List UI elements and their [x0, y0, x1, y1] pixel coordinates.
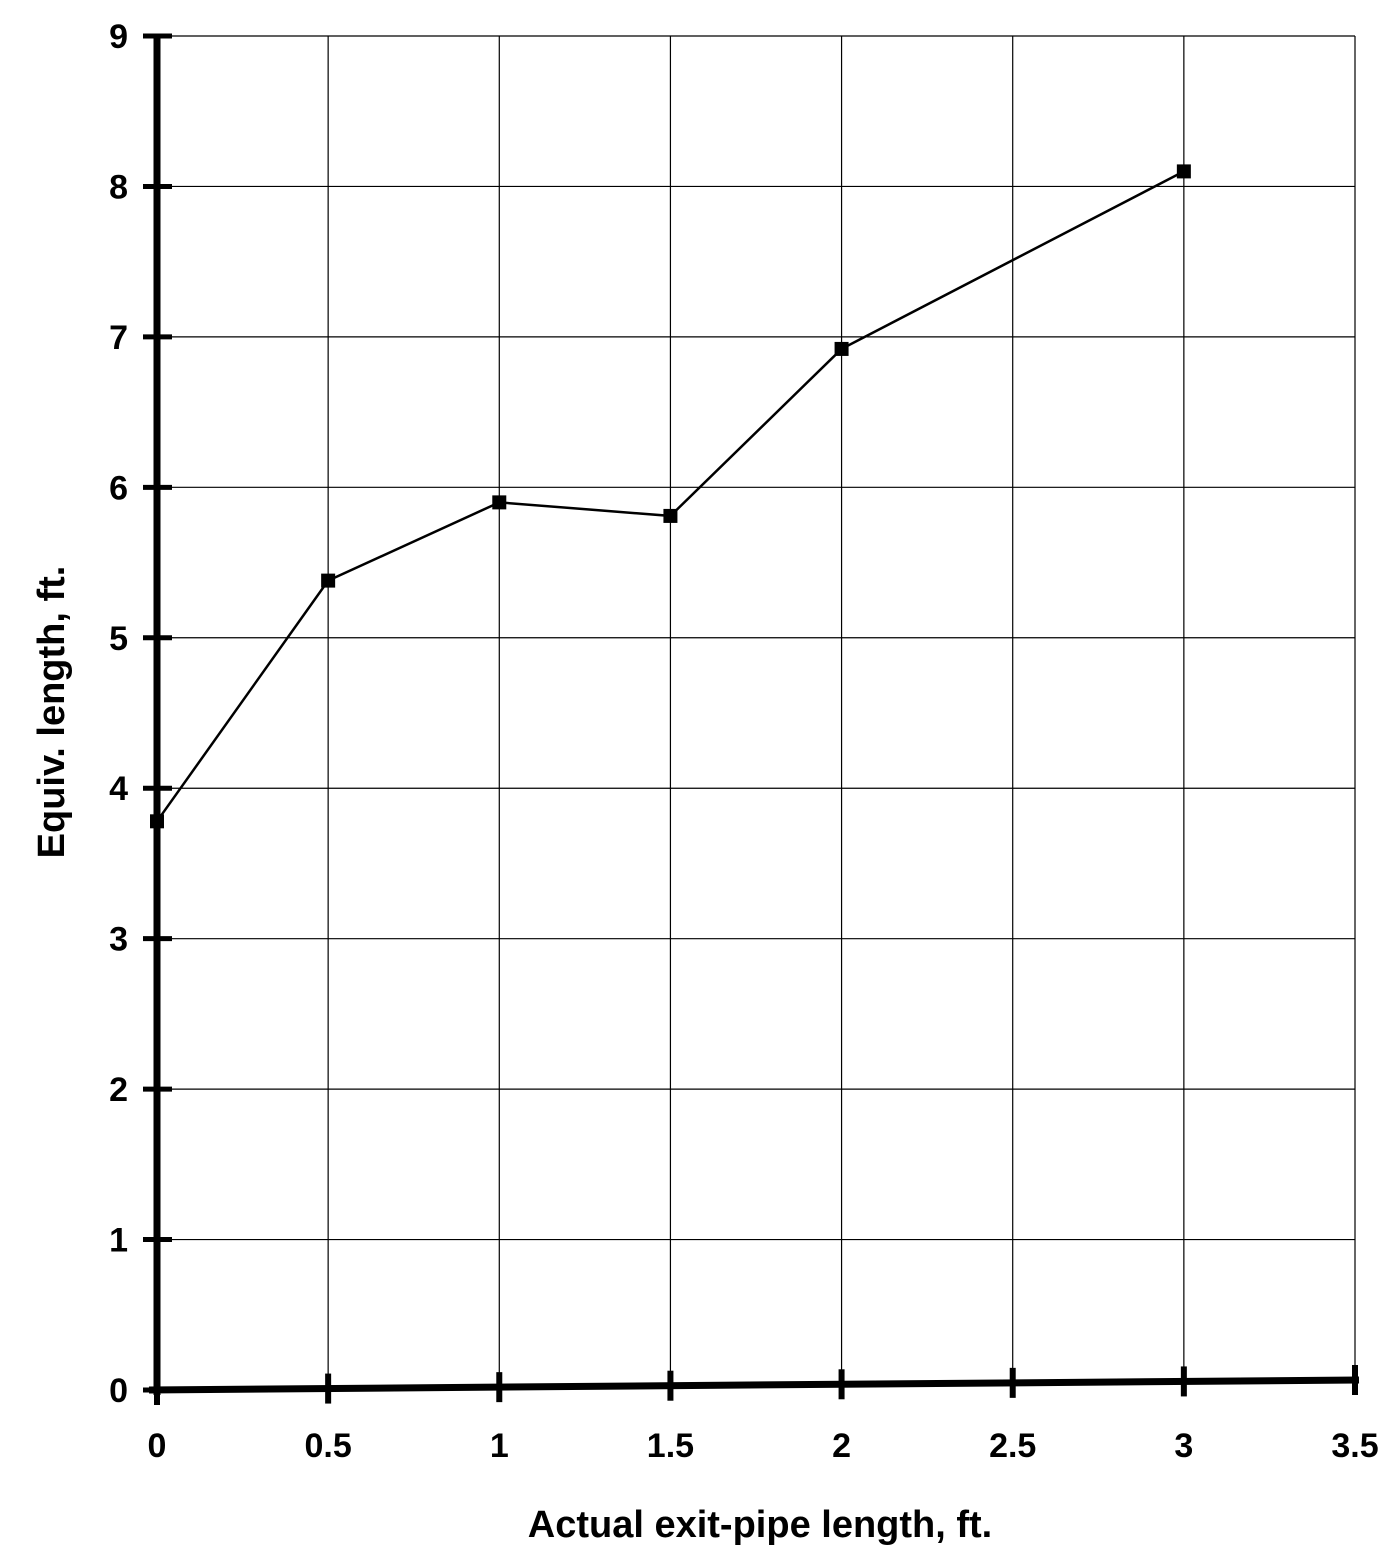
data-point-marker — [834, 341, 849, 356]
x-tick-label: 3.5 — [1331, 1427, 1378, 1465]
x-tick-label: 1 — [490, 1427, 509, 1465]
x-axis-line — [148, 1376, 1360, 1394]
data-point-marker — [321, 573, 336, 588]
x-tick-label: 2 — [832, 1427, 851, 1465]
grid-lines — [157, 35, 1356, 1390]
data-point-marker — [150, 814, 164, 829]
tick-labels: 0 1 2 3 4 5 6 7 8 9 0 0.5 1 1.5 2 2.5 3 3.5 — [109, 18, 1379, 1465]
x-axis-title: Actual exit-pipe length, ft. — [528, 1504, 992, 1546]
y-tick-label: 9 — [109, 18, 128, 56]
x-tick-label: 1.5 — [647, 1427, 694, 1465]
x-tick-label: 2.5 — [989, 1427, 1036, 1465]
axis-ticks — [143, 33, 1358, 1405]
data-point-marker — [1176, 164, 1191, 179]
x-tick-label: 0.5 — [305, 1427, 352, 1465]
y-axis-title: Equiv. length, ft. — [31, 566, 73, 859]
data-series — [150, 164, 1191, 829]
x-tick-label: 0 — [148, 1427, 167, 1465]
x-tick-label: 3 — [1174, 1427, 1193, 1465]
y-tick-label: 5 — [109, 620, 128, 658]
y-tick-label: 4 — [109, 770, 128, 808]
y-tick-label: 8 — [109, 168, 128, 206]
y-tick-label: 2 — [109, 1071, 128, 1109]
y-tick-label: 7 — [109, 319, 128, 357]
y-tick-label: 1 — [109, 1222, 128, 1260]
y-tick-label: 6 — [109, 469, 128, 507]
data-point-marker — [663, 508, 678, 523]
axes — [148, 34, 1360, 1395]
series-line — [155, 170, 1185, 823]
data-point-marker — [492, 495, 507, 510]
y-tick-label: 3 — [109, 921, 128, 959]
y-tick-label: 0 — [109, 1372, 128, 1410]
